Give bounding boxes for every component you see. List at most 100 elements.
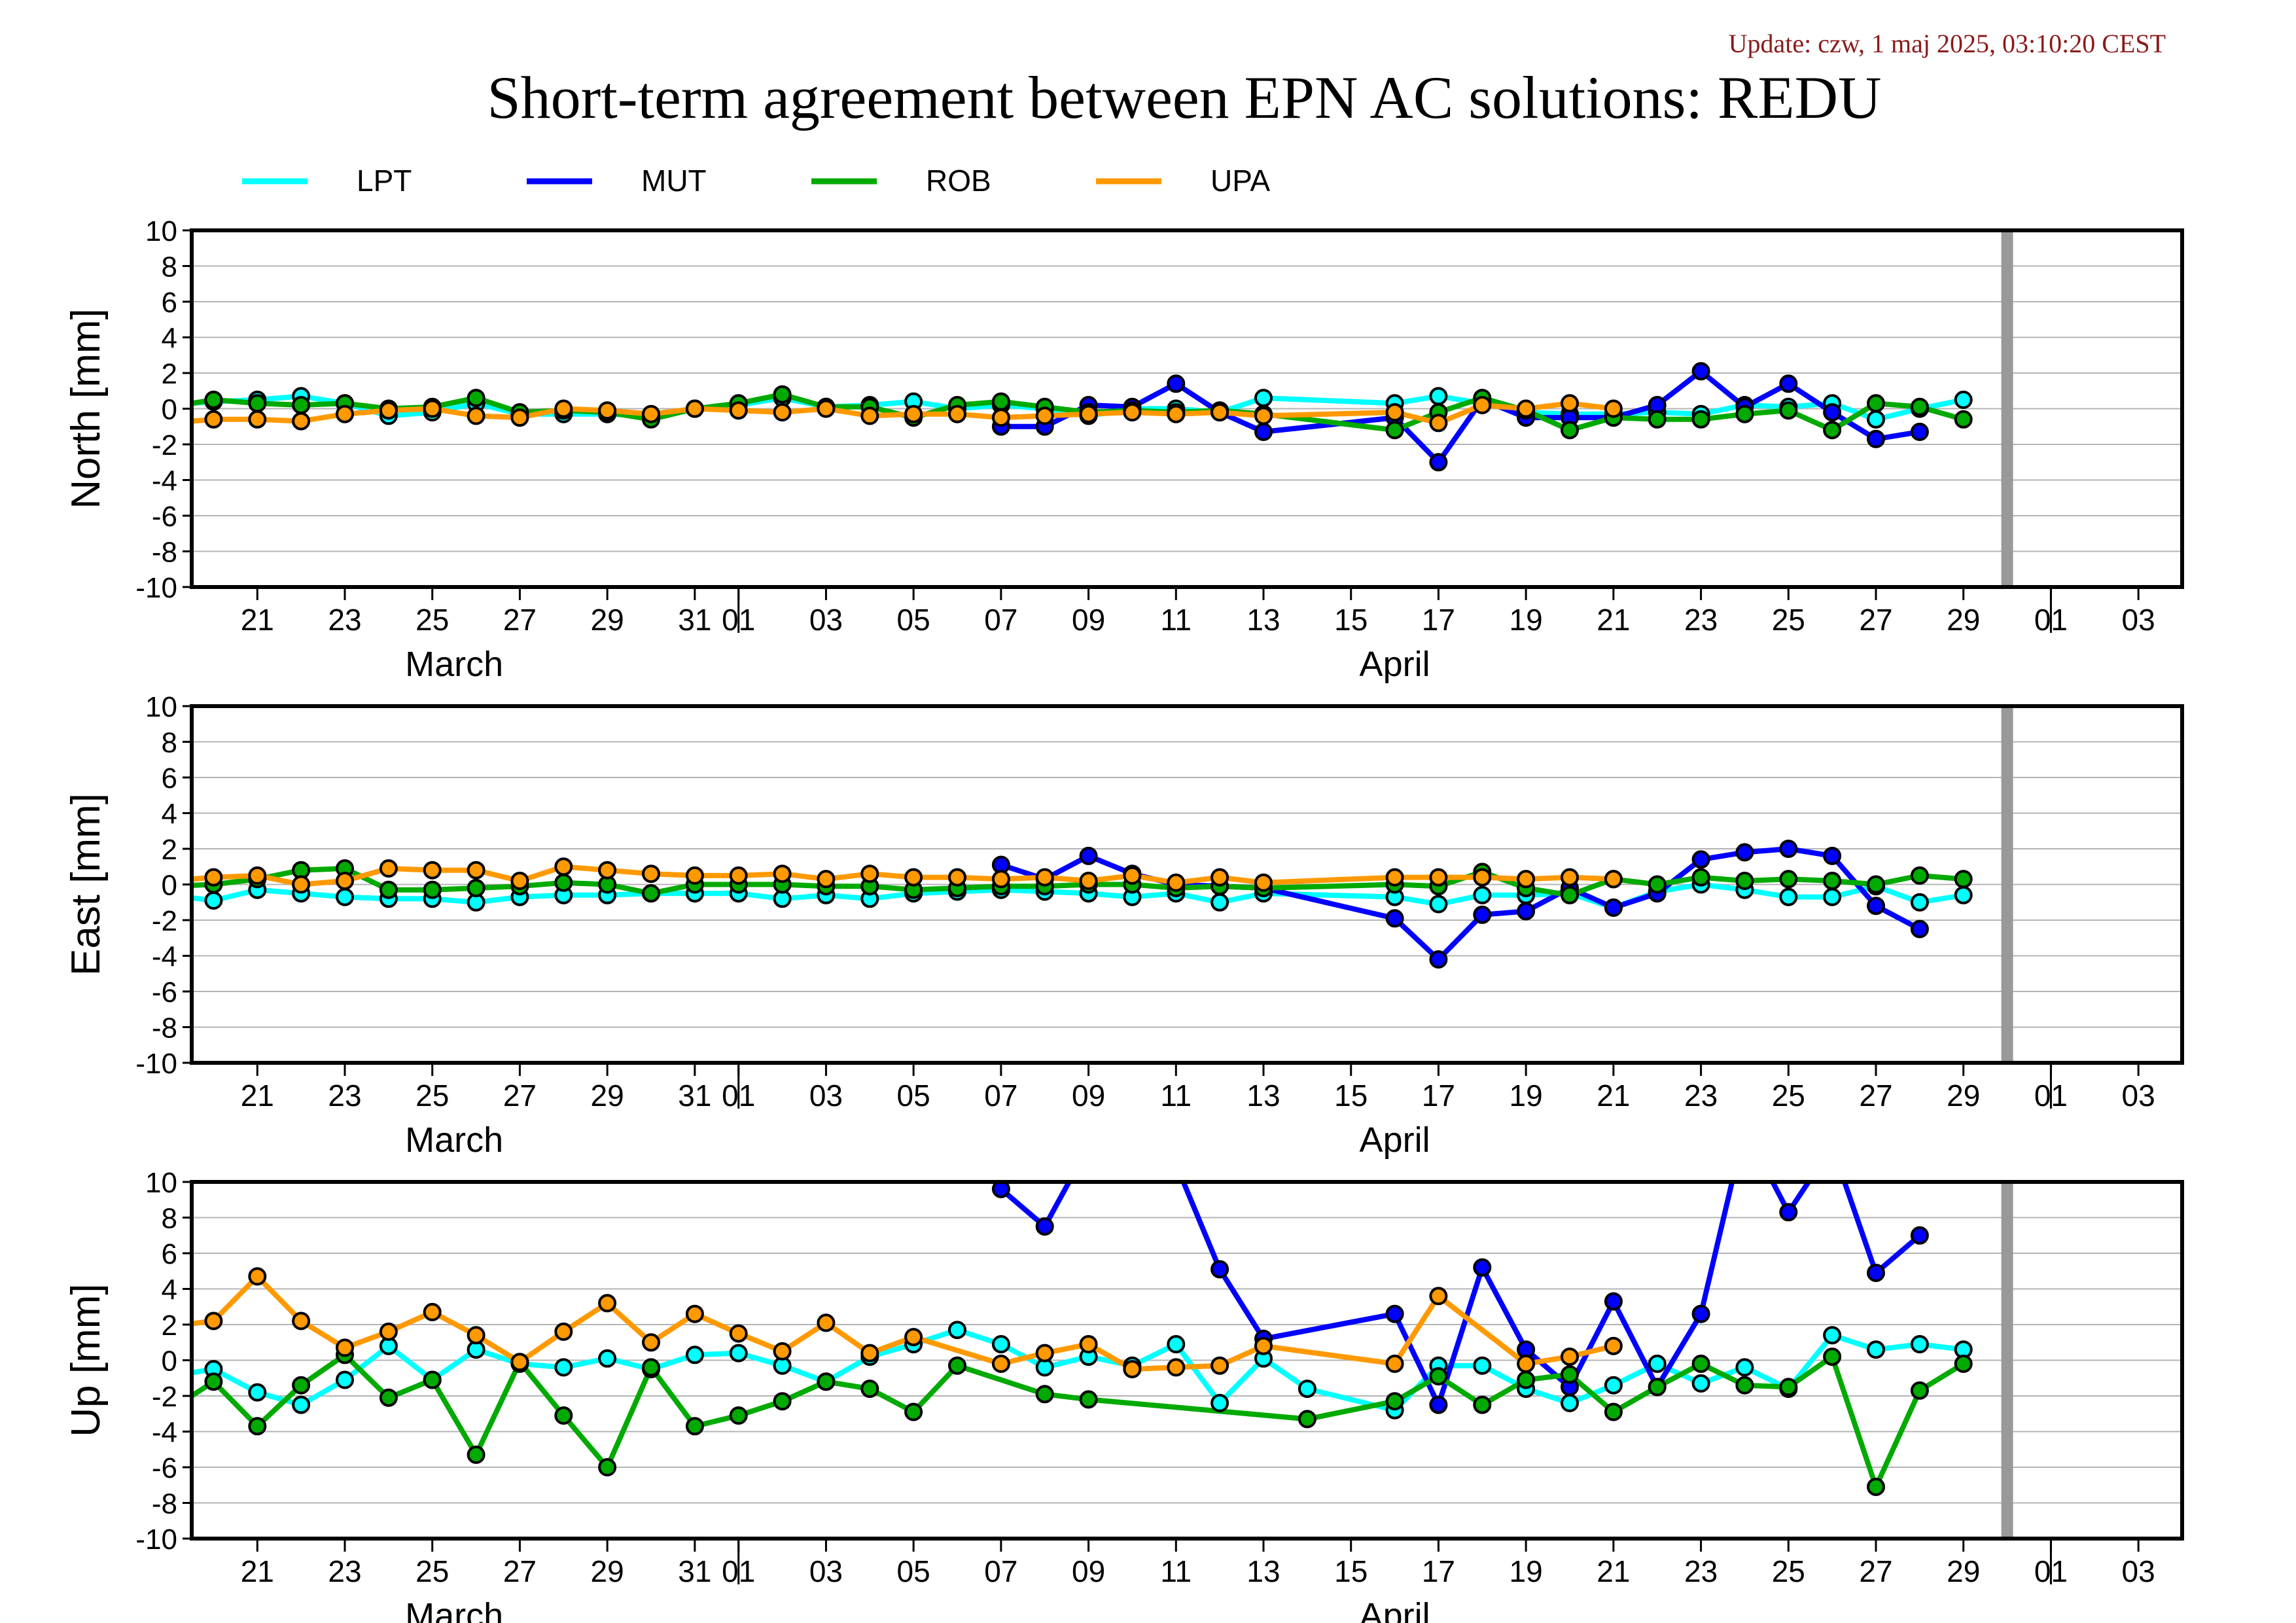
update-timestamp: Update: czw, 1 maj 2025, 03:10:20 CEST [1729,29,2166,58]
x-tick-label: 23 [328,1079,361,1113]
data-point-rob [1954,1354,1973,1373]
x-tick-label: 29 [591,1554,624,1588]
data-point-lpt [1910,1335,1929,1353]
data-point-upa [204,410,223,429]
y-tick-label: -4 [152,465,177,497]
data-point-upa [860,406,879,425]
data-point-upa [1035,1344,1054,1363]
data-point-lpt [1823,1326,1842,1345]
x-tick-label: 13 [1246,603,1280,637]
data-point-upa [248,1267,267,1286]
data-point-mut [1910,919,1929,938]
data-point-rob [1867,1478,1885,1496]
x-tick-label: 21 [1597,1079,1630,1113]
x-tick-label: 25 [415,1554,449,1588]
data-point-rob [685,1417,704,1436]
data-point-upa [1079,1335,1098,1353]
data-point-lpt [991,1335,1010,1353]
y-tick-label: -4 [152,941,177,973]
y-axis-label: Up [mm] [63,1283,109,1436]
data-point-rob [1691,868,1710,887]
data-point-upa [773,1342,792,1361]
data-point-upa [991,1354,1010,1373]
data-point-upa [554,1322,573,1341]
data-point-upa [1079,404,1098,423]
y-tick-label: -10 [135,572,177,604]
x-tick-label: 13 [1246,1079,1280,1113]
x-tick-label: 25 [1772,1554,1805,1588]
data-point-upa [729,1324,748,1343]
x-tick-label: 21 [1597,603,1630,637]
x-tick-label: 03 [809,1079,843,1113]
data-point-mut [1867,897,1885,916]
data-point-rob [1823,421,1842,440]
data-point-lpt [1954,885,1973,904]
data-point-lpt [1867,410,1885,429]
data-point-lpt [336,887,354,906]
x-tick-label: 23 [328,1554,361,1588]
legend-label-upa: UPA [1210,164,1270,198]
x-tick-label: 27 [1859,603,1892,637]
data-point-lpt [1210,893,1229,912]
month-label: March [405,1596,503,1623]
x-tick-label: 29 [1947,603,1980,637]
data-point-upa [860,865,879,883]
x-tick-label: 27 [1859,1079,1892,1113]
series-line-mut [999,1182,1922,1408]
y-tick-label: 4 [162,1274,177,1306]
data-point-lpt [1910,893,1929,912]
x-tick-label: 29 [591,603,624,637]
y-tick-label: -2 [152,1381,177,1413]
data-point-upa [1517,399,1536,418]
data-point-lpt [1167,1335,1186,1353]
data-point-upa [510,872,529,890]
x-tick-label: 09 [1072,1554,1105,1588]
x-tick-label: 23 [1684,1079,1718,1113]
month-label: April [1360,1120,1430,1160]
x-tick-label: 15 [1334,1554,1368,1588]
data-point-lpt [1473,1356,1492,1375]
y-tick-label: 2 [162,358,177,390]
data-point-upa [1123,403,1142,421]
data-point-mut [991,1182,1010,1198]
data-point-lpt [1954,390,1973,409]
data-point-rob [292,1376,311,1395]
data-point-mut [1910,1226,1929,1245]
data-point-mut [1779,840,1798,858]
x-tick-label: 25 [1772,1079,1805,1113]
y-tick-label: -10 [135,1524,177,1556]
legend-label-rob: ROB [926,164,991,198]
x-tick-label: 21 [241,603,274,637]
data-point-mut [1604,1292,1623,1311]
data-point-upa [204,1311,223,1330]
data-point-upa [1561,868,1579,887]
plot-frame [190,228,2184,589]
data-point-upa [554,857,573,876]
data-point-upa [1254,873,1273,892]
data-point-rob [1779,401,1798,420]
data-point-upa [685,1304,704,1323]
data-point-rob [1648,1378,1667,1397]
data-point-lpt [948,1321,966,1340]
y-tick-label: -2 [152,905,177,937]
data-point-upa [1167,404,1186,423]
data-point-mut [1385,1304,1404,1323]
data-point-lpt [1823,887,1842,906]
x-tick-label: 17 [1422,1079,1455,1113]
data-point-rob [1035,1385,1054,1404]
data-point-upa [642,1333,660,1352]
data-point-upa [598,401,617,420]
data-point-rob [1735,872,1754,890]
data-point-upa [1123,866,1142,885]
data-point-rob [1954,870,1973,889]
x-tick-label: 03 [809,1554,843,1588]
x-tick-label: 27 [1859,1554,1892,1588]
x-tick-label: 03 [2122,1079,2155,1113]
data-point-upa [554,399,573,418]
y-tick-label: 0 [162,1346,177,1378]
data-point-upa [423,399,442,418]
data-point-upa [904,868,923,887]
data-point-upa [467,1326,486,1345]
data-point-rob [554,873,573,892]
